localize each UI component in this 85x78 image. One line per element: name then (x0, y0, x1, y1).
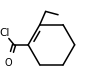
Text: Cl: Cl (0, 28, 9, 38)
Text: O: O (5, 58, 12, 68)
